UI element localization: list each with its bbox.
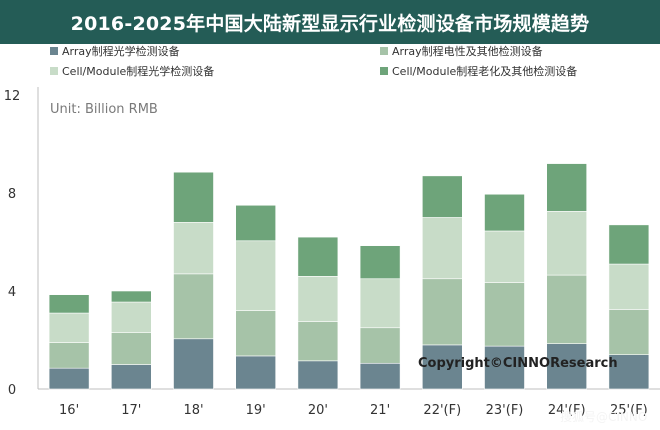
bars: 16' 17' 18' 19' 20' 21' 22'(F) 23'(F) 24'(F) 25'(… [48,163,650,418]
bar-segment [235,310,276,357]
x-tick-label: 18' [183,403,203,418]
x-tick-label: 21' [370,403,390,418]
x-tick-label: 23'(F) [486,403,524,418]
bar-segment [173,273,214,340]
bar-segment [297,360,339,390]
bar-segment [111,364,152,390]
x-tick-label: 24'(F) [548,403,586,418]
x-tick-label: 19' [246,403,266,418]
bar-segment [421,217,463,280]
bar-segment [484,282,525,347]
unit-label: Unit: Billion RMB [50,102,158,117]
bar-segment [297,321,339,362]
legend: Array制程光学检测设备 Array制程电性及其他检测设备 Cell/Module… [50,44,577,78]
bar-segment [359,278,401,329]
bar-segment [608,263,650,310]
bar-segment [608,309,650,356]
bar-segment [484,345,525,390]
chart-title: 2016-2025年中国大陆新型显示行业检测设备市场规模趋势 [70,12,590,35]
bar-segment [421,278,463,346]
bar-segment [48,367,90,390]
legend-swatch [50,47,58,55]
bar-segment [173,222,214,275]
bar-segment [111,332,152,365]
bar-segment [173,338,214,390]
legend-swatch [50,67,58,75]
legend-label: Cell/Module制程光学检测设备 [62,64,214,78]
stacked-bar-chart: Array制程光学检测设备 Array制程电性及其他检测设备 Cell/Module… [4,44,660,424]
bar-segment [235,204,276,242]
bar-segment [546,343,588,390]
watermark-text: 搜狐号@CINNO [560,409,647,424]
bar-segment [484,230,525,283]
bar-segment [359,245,401,280]
bar-segment [48,294,90,314]
bar-segment [235,355,276,390]
y-tick-label: 12 [4,89,21,104]
bar-segment [359,327,401,364]
bar-segment [484,193,525,232]
bar-segment [359,362,401,390]
bar-segment [297,276,339,322]
bar-segment [297,236,339,277]
legend-swatch [380,67,388,75]
x-tick-label: 22'(F) [423,403,461,418]
bar-segment [421,344,463,390]
bar-segment [608,224,650,265]
legend-label: Cell/Module制程老化及其他检测设备 [392,64,577,78]
bar-segment [546,163,588,212]
bar-segment [546,211,588,276]
legend-swatch [380,47,388,55]
x-tick-label: 17' [121,403,141,418]
title-bar: 2016-2025年中国大陆新型显示行业检测设备市场规模趋势 [0,0,660,44]
x-tick-label: 16' [59,403,79,418]
y-tick-label: 4 [8,285,16,300]
bar-segment [546,274,588,344]
bar-segment [608,354,650,390]
bar-segment [235,240,276,311]
y-tick-label: 8 [8,187,16,202]
bar-segment [48,342,90,369]
bar-segment [48,312,90,343]
bar-segment [173,171,214,223]
copyright-text: Copyright©CINNOResearch [418,356,618,371]
legend-label: Array制程电性及其他检测设备 [392,44,543,58]
legend-label: Array制程光学检测设备 [62,44,180,58]
x-tick-label: 20' [308,403,328,418]
bar-segment [111,290,152,303]
bar-segment [111,301,152,333]
y-tick-label: 0 [8,383,16,398]
x-tick-label: 25'(F) [610,403,648,418]
bar-segment [421,175,463,218]
